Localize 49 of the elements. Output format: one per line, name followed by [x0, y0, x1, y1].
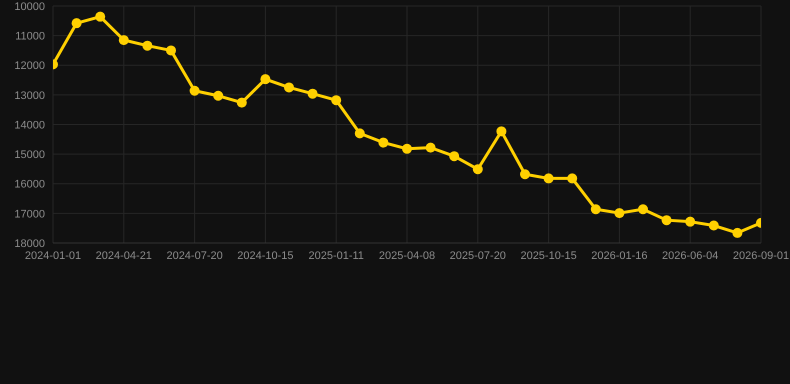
x-tick-label: 2026-01-16	[591, 250, 648, 262]
y-tick-label: 15000	[14, 149, 45, 162]
point	[567, 173, 578, 184]
point	[708, 220, 719, 231]
point	[662, 215, 672, 226]
point	[685, 216, 696, 227]
point	[496, 126, 506, 136]
point	[378, 138, 388, 148]
point	[331, 95, 342, 106]
x-tick-label: 2024-04-21	[96, 250, 152, 262]
y-tick-label: 14000	[14, 119, 45, 132]
point	[166, 45, 176, 56]
point	[638, 204, 648, 214]
x-tick-label: 2025-01-11	[308, 250, 364, 262]
y-tick-label: 10000	[14, 0, 45, 13]
point	[614, 208, 624, 218]
point	[732, 228, 742, 238]
point	[426, 142, 436, 153]
point	[449, 151, 460, 162]
point	[72, 18, 82, 28]
y-tick-label: 12000	[14, 60, 45, 72]
point	[142, 40, 152, 51]
point	[544, 173, 554, 184]
point	[590, 204, 601, 214]
x-tick-label: 2024-10-15	[237, 250, 294, 262]
point	[284, 82, 294, 92]
point	[520, 169, 530, 180]
point	[402, 144, 412, 154]
point	[308, 88, 318, 99]
x-tick-label: 2026-06-04	[662, 250, 718, 262]
x-tick-label: 2026-09-01	[732, 250, 790, 262]
point	[118, 35, 129, 46]
x-tick-label: 2025-10-15	[520, 250, 577, 262]
y-tick-label: 16000	[14, 178, 45, 191]
point	[354, 128, 365, 138]
x-tick-label: 2024-01-01	[24, 250, 82, 262]
y-tick-label: 11000	[15, 30, 45, 43]
point	[190, 86, 200, 96]
y-tick-label: 17000	[14, 208, 45, 220]
x-tick-label: 2024-07-20	[166, 250, 223, 262]
point	[260, 74, 270, 84]
y-tick-label: 18000	[14, 238, 45, 250]
point	[213, 90, 224, 101]
point	[95, 12, 106, 22]
x-tick-label: 2025-04-08	[378, 250, 436, 262]
x-tick-label: 2025-07-20	[450, 250, 506, 262]
point	[236, 98, 247, 108]
point	[472, 164, 483, 174]
y-tick-label: 13000	[14, 90, 45, 102]
